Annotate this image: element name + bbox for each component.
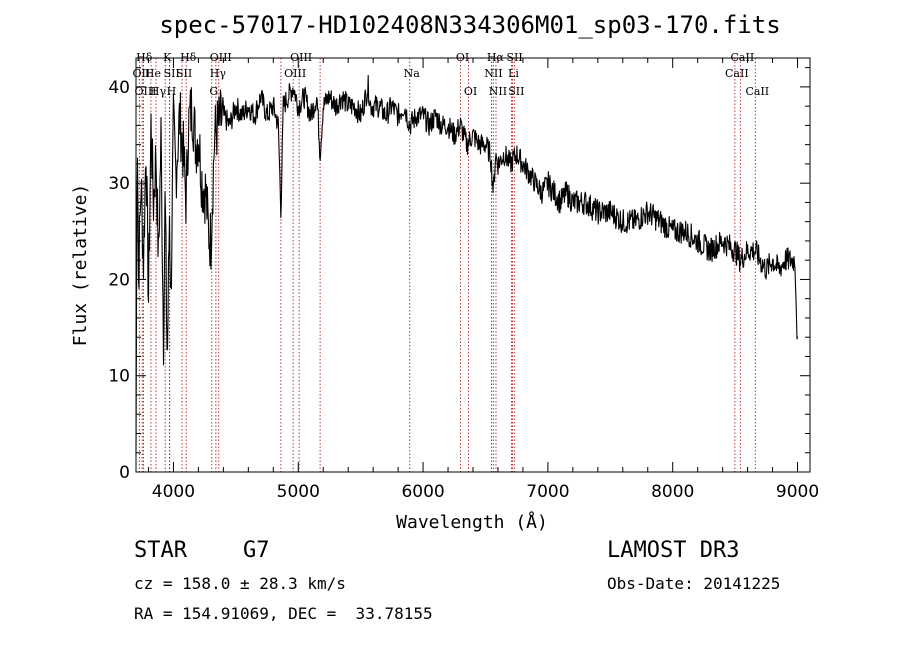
marker-label: NII (489, 85, 507, 98)
survey-name: LAMOST DR3 (607, 538, 740, 563)
marker-label: G (209, 85, 218, 98)
marker-label: Li (508, 67, 519, 80)
axis-ticks: 4000 5000 6000 7000 8000 9000 0 10 20 30 40 (108, 58, 819, 502)
redshift-velocity: cz = 158.0 ± 28.3 km/s (134, 574, 346, 593)
y-tick-label: 30 (108, 174, 130, 194)
y-tick-label: 20 (108, 270, 130, 290)
x-tick-label: 9000 (776, 482, 819, 502)
marker-label: SII (164, 67, 180, 80)
x-tick-label: 7000 (526, 482, 569, 502)
spectrum-series-line (135, 74, 799, 454)
marker-label: OIII (284, 67, 306, 80)
y-tick-label: 10 (108, 367, 130, 387)
y-tick-label: 40 (108, 78, 130, 98)
marker-label: SII (508, 85, 524, 98)
observation-date: Obs-Date: 20141225 (607, 574, 781, 593)
x-tick-label: 4000 (152, 482, 195, 502)
marker-label: H (167, 85, 177, 98)
x-tick-label: 6000 (401, 482, 444, 502)
x-axis-label: Wavelength (Å) (396, 511, 548, 533)
marker-label: Hγ (150, 85, 167, 98)
marker-label: OIII (134, 85, 156, 98)
y-tick-label: 0 (119, 463, 130, 483)
plot-frame (135, 57, 811, 473)
chart-title: spec-57017-HD102408N334306M01_sp03-170.f… (159, 11, 780, 39)
y-axis-label: Flux (relative) (70, 184, 91, 347)
marker-label: Na (404, 67, 421, 80)
marker-label: CaII (745, 85, 769, 98)
object-class: STAR (134, 538, 187, 563)
object-subclass: G7 (243, 538, 270, 563)
marker-label: CaII (725, 67, 749, 80)
x-tick-label: 5000 (277, 482, 320, 502)
marker-label: Hγ (210, 67, 227, 80)
marker-label: He (145, 67, 161, 80)
marker-label: SII (176, 67, 192, 80)
x-tick-label: 8000 (651, 482, 694, 502)
marker-label: OII (133, 67, 151, 80)
marker-label: OI (464, 85, 477, 98)
sky-coordinates: RA = 154.91069, DEC = 33.78155 (134, 604, 433, 623)
marker-label: NII (484, 67, 502, 80)
